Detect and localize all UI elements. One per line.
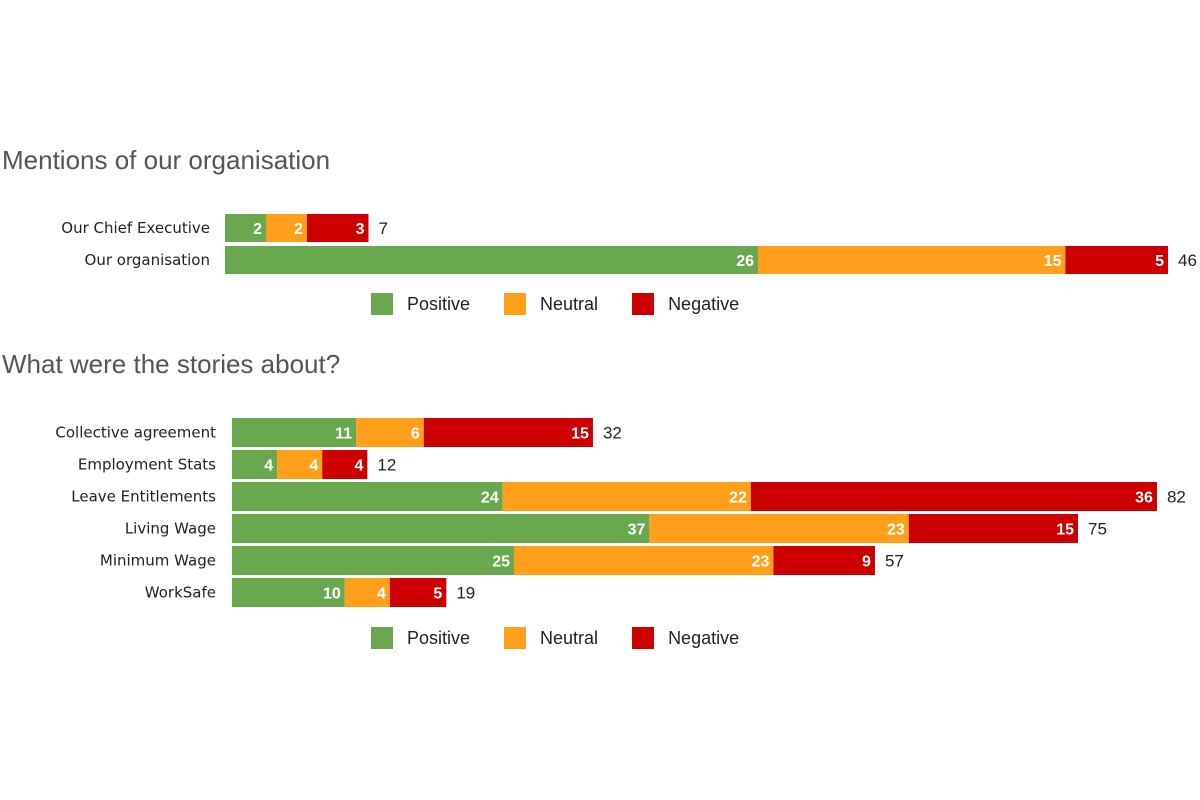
bar-negative-collective-agreement bbox=[423, 418, 593, 447]
total-label-minimum-wage: 57 bbox=[885, 552, 904, 571]
bar-positive-worksafe bbox=[232, 578, 345, 607]
data-label-positive-our-chief-executive: 2 bbox=[253, 221, 262, 238]
data-label-negative-minimum-wage: 9 bbox=[862, 554, 871, 571]
data-label-negative-living-wage: 15 bbox=[1056, 522, 1074, 539]
legend-label-negative: Negative bbox=[668, 627, 740, 648]
bar-negative-minimum-wage bbox=[773, 546, 875, 575]
legend-swatch-positive bbox=[371, 293, 393, 315]
bar-positive-collective-agreement bbox=[232, 418, 357, 447]
stories-stacked-bar-chart: Collective agreement 11 6 15 32 Employment St… bbox=[55, 418, 1186, 607]
data-label-positive-collective-agreement: 11 bbox=[335, 426, 352, 443]
legend-item-positive: Positive bbox=[371, 627, 470, 649]
legend-label-neutral: Neutral bbox=[540, 293, 599, 314]
total-label-our-organisation: 46 bbox=[1178, 251, 1197, 270]
data-label-negative-our-chief-executive: 3 bbox=[356, 221, 365, 238]
legend-swatch-neutral bbox=[504, 627, 527, 649]
category-label-leave-entitlements: Leave Entitlements bbox=[71, 488, 216, 506]
legend-label-positive: Positive bbox=[407, 627, 471, 648]
data-label-positive-living-wage: 37 bbox=[628, 522, 646, 539]
total-label-living-wage: 75 bbox=[1088, 520, 1107, 539]
bar-neutral-minimum-wage bbox=[514, 546, 774, 575]
legend-swatch-negative bbox=[632, 627, 655, 649]
legend-swatch-positive bbox=[371, 627, 393, 649]
bar-positive-employment-stats bbox=[232, 450, 278, 479]
data-label-neutral-employment-stats: 4 bbox=[309, 458, 318, 475]
data-label-negative-collective-agreement: 15 bbox=[571, 426, 589, 443]
data-label-neutral-minimum-wage: 23 bbox=[752, 554, 770, 571]
bar-negative-living-wage bbox=[908, 514, 1078, 543]
legend-label-negative: Negative bbox=[668, 293, 740, 314]
chart-title-stories: What were the stories about? bbox=[2, 349, 341, 379]
legend-label-neutral: Neutral bbox=[540, 627, 599, 648]
chart-title-mentions: Mentions of our organisation bbox=[2, 145, 331, 175]
data-label-positive-leave-entitlements: 24 bbox=[481, 490, 499, 507]
total-label-collective-agreement: 32 bbox=[603, 424, 622, 443]
total-label-worksafe: 19 bbox=[456, 584, 475, 603]
total-label-leave-entitlements: 82 bbox=[1167, 488, 1186, 507]
category-label-employment-stats: Employment Stats bbox=[78, 456, 216, 474]
stories-legend: Positive Neutral Negative bbox=[371, 627, 739, 649]
bar-positive-our-chief-executive bbox=[225, 214, 266, 242]
bar-negative-our-chief-executive bbox=[307, 214, 369, 242]
data-label-positive-employment-stats: 4 bbox=[264, 458, 273, 475]
bar-positive-living-wage bbox=[232, 514, 650, 543]
data-label-negative-our-organisation: 5 bbox=[1155, 253, 1164, 270]
bar-neutral-worksafe bbox=[344, 578, 390, 607]
bar-negative-our-organisation bbox=[1065, 246, 1168, 274]
mentions-stacked-bar-chart: Our Chief Executive 2 2 3 7 Our organisation 2… bbox=[61, 214, 1197, 274]
data-label-positive-our-organisation: 26 bbox=[736, 253, 754, 270]
legend-item-positive: Positive bbox=[371, 293, 470, 315]
category-label-our-chief-executive: Our Chief Executive bbox=[61, 219, 210, 237]
legend-swatch-negative bbox=[632, 293, 655, 315]
bar-positive-our-organisation bbox=[225, 246, 758, 274]
bar-neutral-employment-stats bbox=[277, 450, 323, 479]
bar-positive-minimum-wage bbox=[232, 546, 514, 575]
legend-item-negative: Negative bbox=[632, 627, 739, 649]
bar-neutral-our-chief-executive bbox=[266, 214, 307, 242]
legend-item-neutral: Neutral bbox=[504, 293, 598, 315]
legend-swatch-neutral bbox=[504, 293, 527, 315]
data-label-neutral-worksafe: 4 bbox=[377, 586, 386, 603]
category-label-our-organisation: Our organisation bbox=[85, 251, 210, 269]
bar-neutral-collective-agreement bbox=[356, 418, 424, 447]
mentions-legend: Positive Neutral Negative bbox=[371, 293, 739, 315]
bar-negative-leave-entitlements bbox=[750, 482, 1157, 511]
data-label-positive-worksafe: 10 bbox=[323, 586, 341, 603]
category-label-worksafe: WorkSafe bbox=[145, 584, 216, 602]
data-label-neutral-collective-agreement: 6 bbox=[411, 426, 420, 443]
data-label-neutral-our-chief-executive: 2 bbox=[294, 221, 303, 238]
data-label-positive-minimum-wage: 25 bbox=[492, 554, 510, 571]
category-label-living-wage: Living Wage bbox=[125, 520, 216, 538]
category-label-collective-agreement: Collective agreement bbox=[55, 424, 216, 442]
data-label-negative-leave-entitlements: 36 bbox=[1135, 490, 1153, 507]
data-label-neutral-living-wage: 23 bbox=[887, 522, 905, 539]
bar-negative-employment-stats bbox=[322, 450, 368, 479]
data-label-negative-employment-stats: 4 bbox=[354, 458, 363, 475]
bar-negative-worksafe bbox=[389, 578, 447, 607]
legend-label-positive: Positive bbox=[407, 293, 471, 314]
legend-item-neutral: Neutral bbox=[504, 627, 598, 649]
legend-item-negative: Negative bbox=[632, 293, 739, 315]
bar-positive-leave-entitlements bbox=[232, 482, 503, 511]
total-label-employment-stats: 12 bbox=[377, 456, 396, 475]
data-label-negative-worksafe: 5 bbox=[433, 586, 442, 603]
category-label-minimum-wage: Minimum Wage bbox=[100, 552, 216, 570]
data-label-neutral-leave-entitlements: 22 bbox=[729, 490, 747, 507]
bar-neutral-living-wage bbox=[649, 514, 909, 543]
bar-neutral-leave-entitlements bbox=[502, 482, 751, 511]
data-label-neutral-our-organisation: 15 bbox=[1044, 253, 1062, 270]
total-label-our-chief-executive: 7 bbox=[379, 219, 388, 238]
bar-neutral-our-organisation bbox=[758, 246, 1066, 274]
